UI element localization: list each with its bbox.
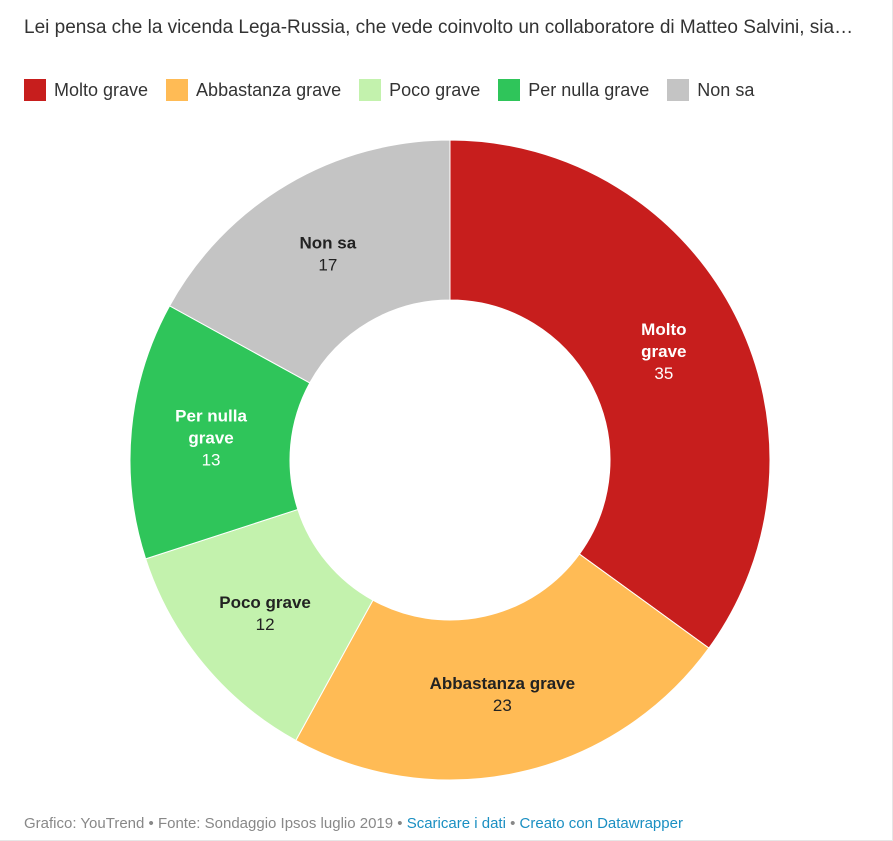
slice-value-non-sa: 17 [318, 255, 337, 274]
footer: Grafico: YouTrend • Fonte: Sondaggio Ips… [24, 815, 683, 832]
slice-label-abbastanza-grave: Abbastanza grave 23 [430, 674, 576, 715]
slice-name-poco-grave: Poco grave [219, 593, 311, 612]
legend-swatch-molto-grave [24, 79, 46, 101]
legend-item-molto-grave: Molto grave [24, 79, 148, 101]
slice-name-non-sa: Non sa [299, 233, 356, 252]
legend: Molto grave Abbastanza grave Poco grave … [24, 79, 772, 101]
legend-label-per-nulla-grave: Per nulla grave [528, 79, 650, 100]
legend-label-non-sa: Non sa [697, 79, 755, 100]
slice-name-molto-grave: Molto [641, 320, 686, 339]
slice-value-poco-grave: 12 [256, 615, 275, 634]
slice-label-non-sa: Non sa 17 [299, 233, 356, 274]
slice-label-molto-grave: Molto grave 35 [641, 320, 686, 383]
legend-label-abbastanza-grave: Abbastanza grave [196, 79, 342, 100]
legend-swatch-poco-grave [359, 79, 382, 101]
footer-credit: Grafico: YouTrend • Fonte: Sondaggio Ips… [24, 815, 403, 832]
slice-non-sa [168, 139, 451, 384]
slice-value-abbastanza-grave: 23 [493, 696, 512, 715]
slice-label-per-nulla-grave: Per nulla grave 13 [175, 406, 247, 469]
legend-swatch-non-sa [667, 79, 690, 101]
donut-chart: Molto grave 35 Abbastanza grave 23 Poco grave… [129, 139, 771, 781]
footer-separator: • [510, 815, 516, 832]
legend-label-molto-grave: Molto grave [54, 79, 149, 100]
slice-name-molto-grave: grave [641, 342, 686, 361]
legend-swatch-abbastanza-grave [166, 79, 189, 101]
slice-molto-grave [449, 139, 771, 649]
slice-name-per-nulla-grave: Per nulla [175, 406, 247, 425]
slice-label-poco-grave: Poco grave 12 [219, 593, 311, 634]
legend-label-poco-grave: Poco grave [389, 79, 481, 100]
slice-name-per-nulla-grave: grave [188, 428, 233, 447]
slice-abbastanza-grave [295, 553, 710, 781]
slice-value-per-nulla-grave: 13 [202, 450, 221, 469]
slice-per-nulla-grave [129, 305, 311, 560]
legend-item-poco-grave: Poco grave [359, 79, 480, 101]
chart-title: Lei pensa che la vicenda Lega-Russia, ch… [24, 17, 854, 38]
legend-item-per-nulla-grave: Per nulla grave [498, 79, 649, 101]
download-data-link[interactable]: Scaricare i dati [406, 815, 506, 832]
datawrapper-link[interactable]: Creato con Datawrapper [519, 815, 683, 832]
legend-swatch-per-nulla-grave [498, 79, 521, 101]
slice-poco-grave [145, 508, 374, 742]
slice-name-abbastanza-grave: Abbastanza grave [430, 674, 576, 693]
slice-value-molto-grave: 35 [654, 364, 673, 383]
legend-item-abbastanza-grave: Abbastanza grave [166, 79, 341, 101]
legend-item-non-sa: Non sa [667, 79, 754, 101]
